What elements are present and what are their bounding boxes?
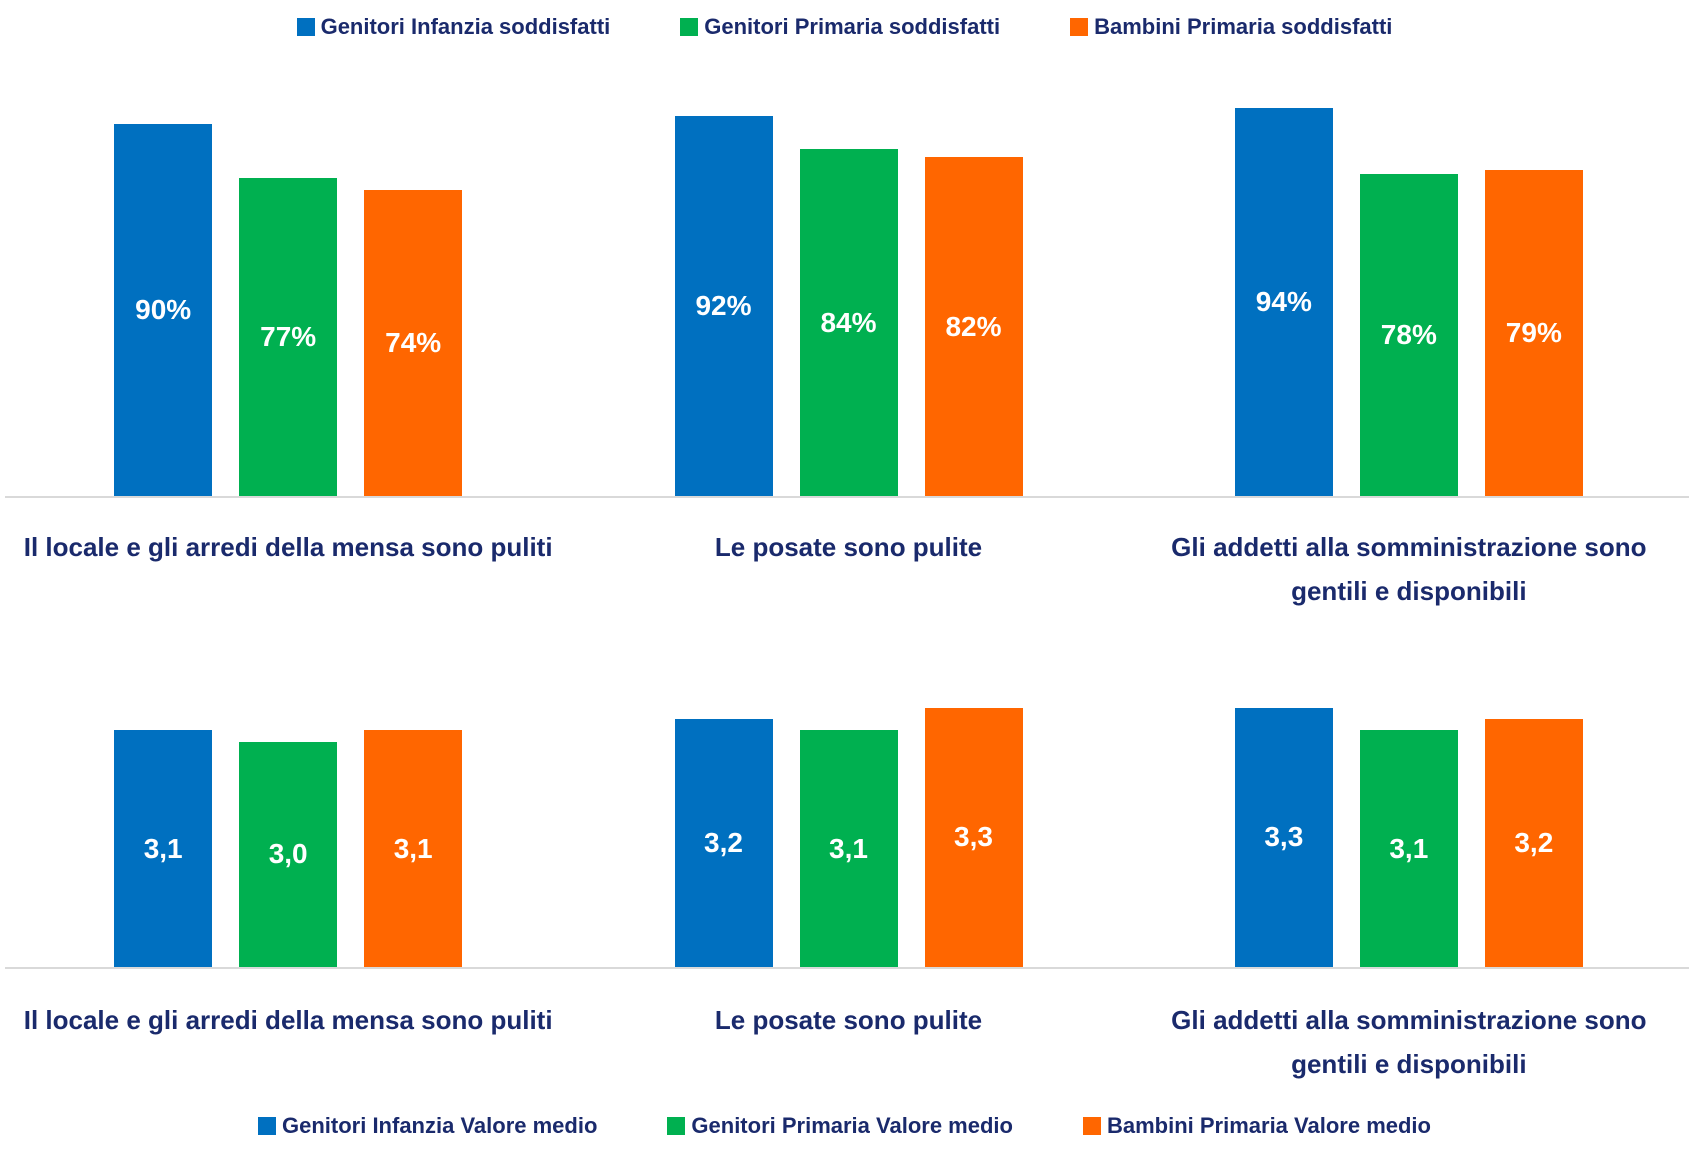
legend-label: Genitori Primaria Valore medio	[691, 1113, 1013, 1138]
legend: Genitori Infanzia Valore medio Genitori P…	[0, 1113, 1689, 1139]
legend-label: Bambini Primaria soddisfatti	[1094, 14, 1393, 39]
x-tick-label: Le posate sono pulite	[714, 532, 983, 562]
legend-swatch	[1082, 1117, 1101, 1135]
x-tick-label: Gli addetti alla somministrazione sono g…	[1171, 1005, 1647, 1079]
legend-label: Genitori Infanzia Valore medio	[282, 1113, 598, 1138]
legend-item: Genitori Infanzia Valore medio	[258, 1113, 597, 1139]
legend-item: Genitori Primaria soddisfatti	[680, 14, 1000, 40]
legend-swatch	[667, 1117, 686, 1135]
data-label: 92%	[695, 290, 752, 322]
legend-label: Genitori Primaria soddisfatti	[704, 14, 1001, 39]
legend-swatch	[680, 18, 699, 36]
data-label: 3,2	[704, 827, 743, 859]
data-label: 3,2	[1514, 827, 1554, 859]
bar	[239, 741, 338, 967]
legend-item: Genitori Infanzia soddisfatti	[296, 14, 611, 40]
legend-swatch	[258, 1117, 276, 1135]
data-label: 82%	[945, 310, 1002, 342]
data-label: 77%	[260, 320, 317, 352]
bar	[364, 730, 463, 967]
bar	[799, 730, 898, 967]
bar	[239, 177, 338, 496]
data-label: 3,1	[1389, 832, 1429, 864]
data-label: 78%	[1380, 318, 1437, 350]
legend-swatch	[1070, 18, 1089, 36]
legend-item: Genitori Primaria Valore medio	[667, 1113, 1013, 1139]
bar	[1484, 169, 1583, 496]
legend-item: Bambini Primaria soddisfatti	[1070, 14, 1392, 40]
data-label: 90%	[135, 294, 192, 326]
bar	[1359, 173, 1458, 496]
bar	[114, 730, 213, 967]
data-label: 84%	[820, 306, 877, 338]
data-label: 3,3	[954, 821, 993, 853]
data-label: 3,3	[1264, 821, 1304, 853]
bar	[799, 149, 898, 496]
bar	[1359, 730, 1458, 967]
bar	[924, 157, 1023, 496]
bar	[364, 190, 463, 496]
data-label: 94%	[1255, 285, 1312, 317]
bar	[1234, 107, 1333, 496]
x-tick-label: Il locale e gli arredi della mensa sono …	[23, 1005, 553, 1035]
data-label: 3,1	[829, 832, 868, 864]
legend-label: Genitori Infanzia soddisfatti	[320, 14, 611, 39]
bar	[1234, 707, 1333, 967]
bar	[674, 719, 773, 967]
bar	[1484, 719, 1583, 967]
data-label: 3,1	[143, 832, 183, 864]
x-tick-label: Il locale e gli arredi della mensa sono …	[23, 532, 553, 562]
bar	[114, 124, 213, 496]
legend-label: Bambini Primaria Valore medio	[1106, 1113, 1431, 1138]
legend-item: Bambini Primaria Valore medio	[1082, 1113, 1431, 1139]
data-label: 3,0	[268, 838, 308, 870]
x-tick-label: Gli addetti alla somministrazione sono g…	[1171, 532, 1647, 606]
bar	[924, 707, 1023, 967]
data-label: 79%	[1505, 316, 1562, 348]
legend: Genitori Infanzia soddisfatti Genitori Pr…	[0, 14, 1689, 40]
legend-swatch	[296, 18, 315, 36]
x-tick-label: Le posate sono pulite	[714, 1005, 983, 1035]
bar	[674, 116, 773, 496]
x-axis-line	[5, 967, 1689, 969]
data-label: 3,1	[393, 832, 433, 864]
x-axis-line	[5, 496, 1689, 498]
data-label: 74%	[385, 327, 442, 359]
